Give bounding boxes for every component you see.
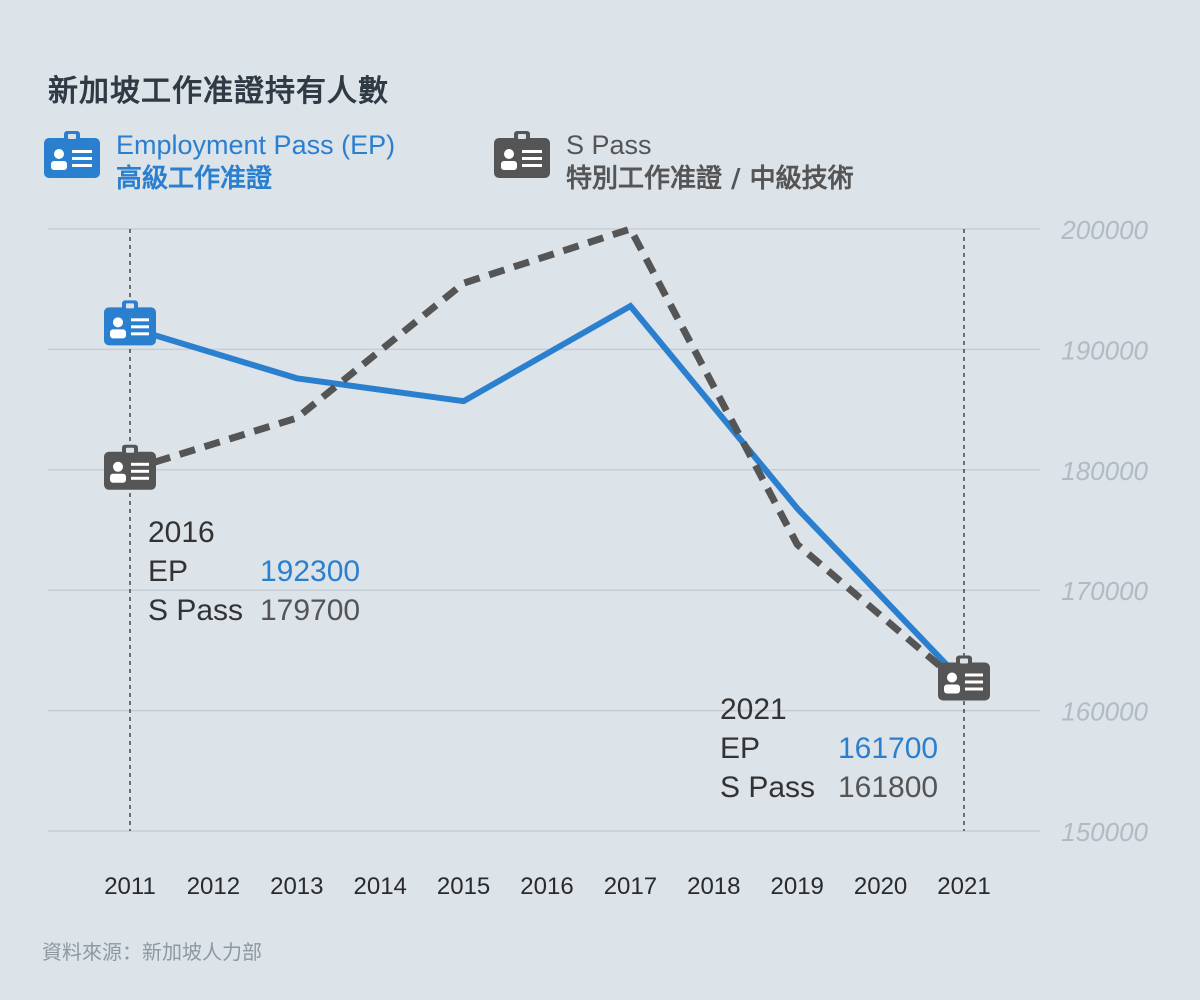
legend-item-ep: Employment Pass (EP) 高級工作准證	[44, 128, 395, 196]
x-tick-label: 2021	[937, 873, 990, 900]
x-tick-label: 2020	[854, 873, 907, 900]
x-tick-label: 2015	[437, 873, 490, 900]
series-line-sp	[128, 224, 967, 690]
annotation-sp-label: S Pass	[720, 771, 816, 804]
legend-item-sp: S Pass 特別工作准證 / 中級技術	[494, 128, 854, 196]
annotation-2016: 2016 EP 192300 S Pass 179700	[148, 513, 360, 630]
marker-id-card-icon	[104, 300, 156, 346]
annotation-sp-value: 179700	[260, 594, 361, 627]
x-tick-label: 2018	[687, 873, 740, 900]
chart-title: 新加坡工作准證持有人數	[48, 74, 389, 109]
x-tick-label: 2017	[604, 873, 657, 900]
marker-id-card-icon	[104, 444, 156, 490]
legend-ep-sublabel: 高級工作准證	[116, 164, 273, 194]
annotation-2021: 2021 EP 161700 S Pass 161800	[720, 690, 938, 807]
y-tick-label: 160000	[1061, 697, 1148, 727]
series-line-ep	[129, 302, 967, 685]
annotation-sp-value: 161800	[838, 771, 939, 804]
x-tick-label: 2019	[771, 873, 824, 900]
annotation-sp-label: S Pass	[148, 594, 244, 627]
y-tick-label: 170000	[1061, 576, 1148, 606]
x-tick-label: 2013	[270, 873, 323, 900]
annotation-ep-label: EP	[720, 732, 761, 765]
x-tick-label: 2011	[104, 873, 156, 900]
y-tick-label: 190000	[1061, 335, 1148, 365]
x-tick-label: 2016	[520, 873, 573, 900]
marker-id-card-icon	[938, 655, 990, 701]
annotation-year: 2021	[720, 693, 787, 726]
annotation-ep-label: EP	[148, 555, 189, 588]
legend-ep-label: Employment Pass (EP)	[116, 130, 396, 160]
id-card-icon	[44, 131, 100, 178]
y-tick-label: 180000	[1061, 456, 1148, 486]
x-tick-label: 2012	[187, 873, 240, 900]
x-tick-label: 2014	[354, 873, 407, 900]
annotation-ep-value: 192300	[260, 555, 361, 588]
source-note: 資料來源：新加坡人力部	[42, 940, 262, 964]
y-tick-label: 200000	[1060, 215, 1148, 245]
legend-sp-sublabel: 特別工作准證 / 中級技術	[566, 164, 854, 194]
annotation-ep-value: 161700	[838, 732, 939, 765]
y-tick-label: 150000	[1061, 817, 1148, 847]
legend-sp-label: S Pass	[566, 130, 652, 160]
id-card-icon	[494, 131, 550, 178]
annotation-year: 2016	[148, 516, 215, 549]
